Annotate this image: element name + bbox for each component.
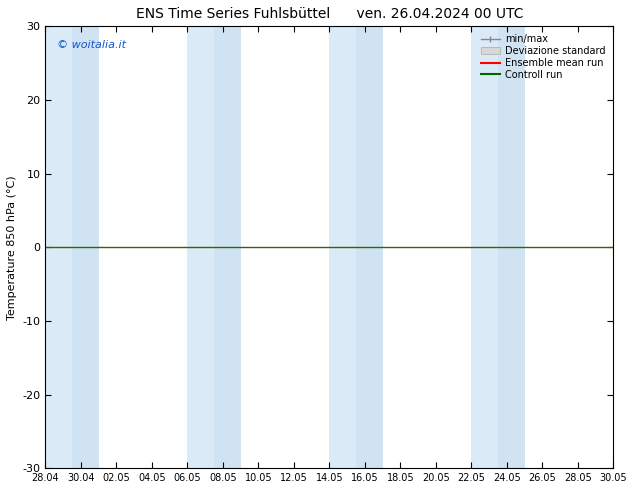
Bar	[214, 26, 241, 468]
Bar	[471, 26, 498, 468]
Y-axis label: Temperature 850 hPa (°C): Temperature 850 hPa (°C)	[7, 175, 17, 319]
Legend: min/max, Deviazione standard, Ensemble mean run, Controll run: min/max, Deviazione standard, Ensemble m…	[478, 31, 609, 83]
Bar	[72, 26, 99, 468]
Title: ENS Time Series Fuhlsbüttel      ven. 26.04.2024 00 UTC: ENS Time Series Fuhlsbüttel ven. 26.04.2…	[136, 7, 523, 21]
Bar	[498, 26, 524, 468]
Bar	[188, 26, 214, 468]
Bar	[46, 26, 72, 468]
Bar	[356, 26, 382, 468]
Text: © woitalia.it: © woitalia.it	[57, 40, 126, 49]
Bar	[613, 26, 634, 468]
Bar	[330, 26, 356, 468]
